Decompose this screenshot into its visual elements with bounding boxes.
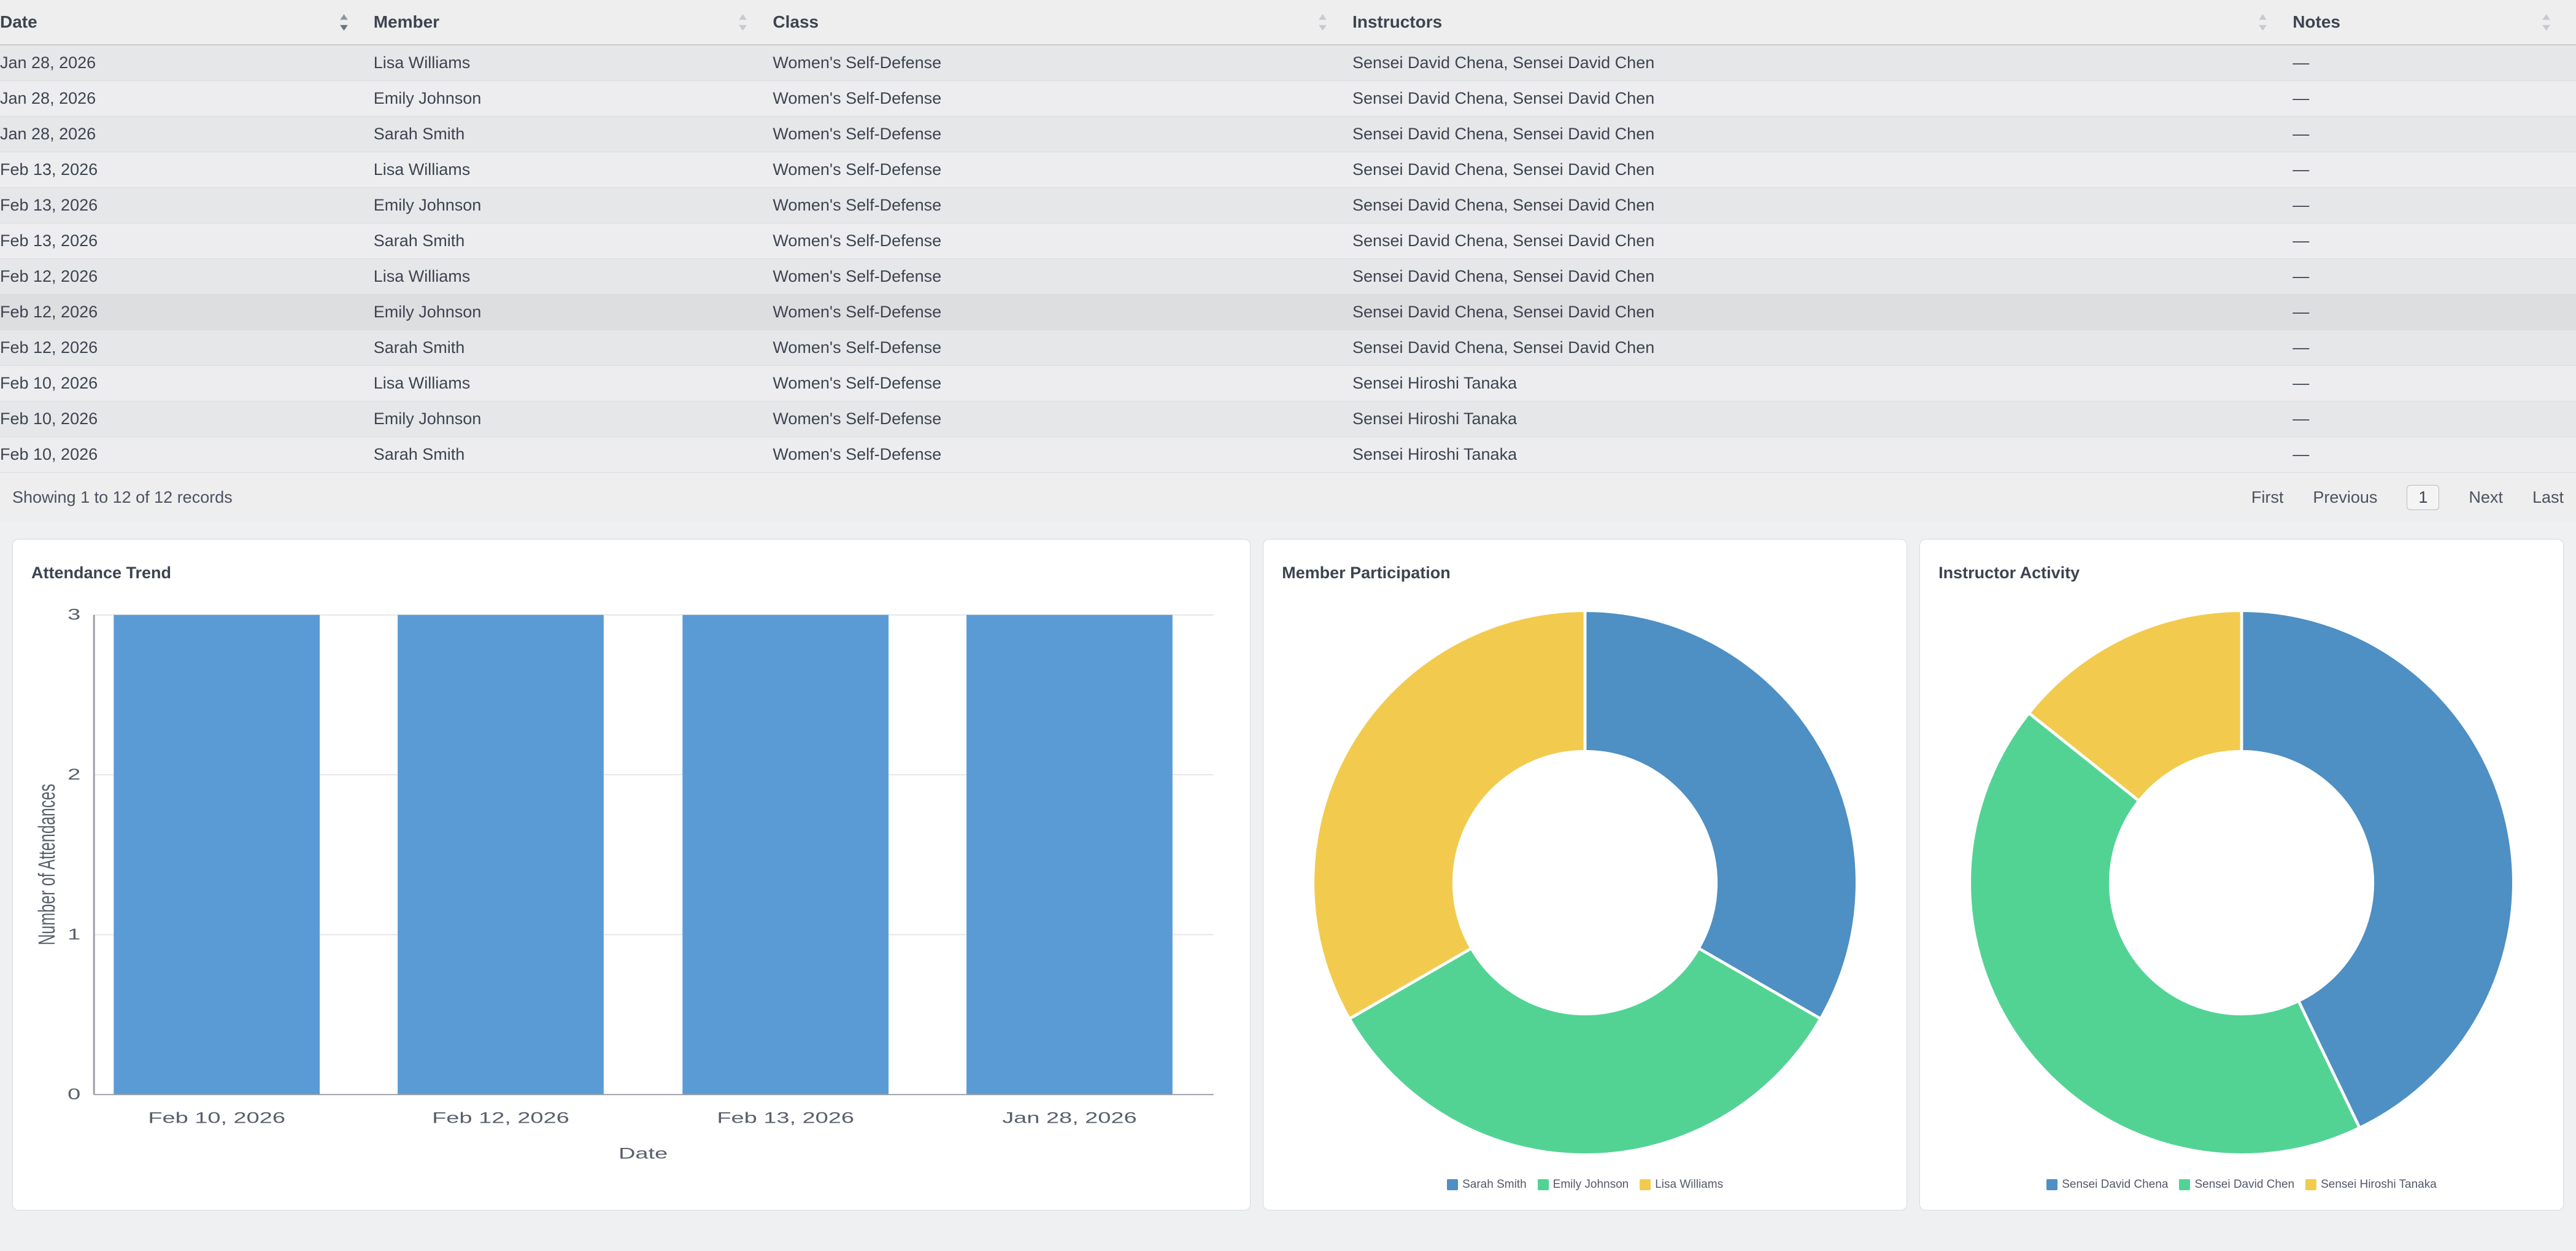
svg-text:0: 0 [67, 1085, 80, 1102]
svg-text:Number of Attendances: Number of Attendances [34, 784, 60, 945]
svg-text:Jan 28, 2026: Jan 28, 2026 [1002, 1109, 1136, 1126]
svg-text:Feb 13, 2026: Feb 13, 2026 [717, 1109, 854, 1126]
svg-text:Date: Date [619, 1145, 668, 1162]
svg-text:Feb 12, 2026: Feb 12, 2026 [432, 1109, 569, 1126]
svg-text:Feb 10, 2026: Feb 10, 2026 [148, 1109, 285, 1126]
svg-text:2: 2 [67, 765, 80, 783]
svg-text:1: 1 [67, 926, 80, 943]
svg-text:3: 3 [67, 606, 80, 623]
